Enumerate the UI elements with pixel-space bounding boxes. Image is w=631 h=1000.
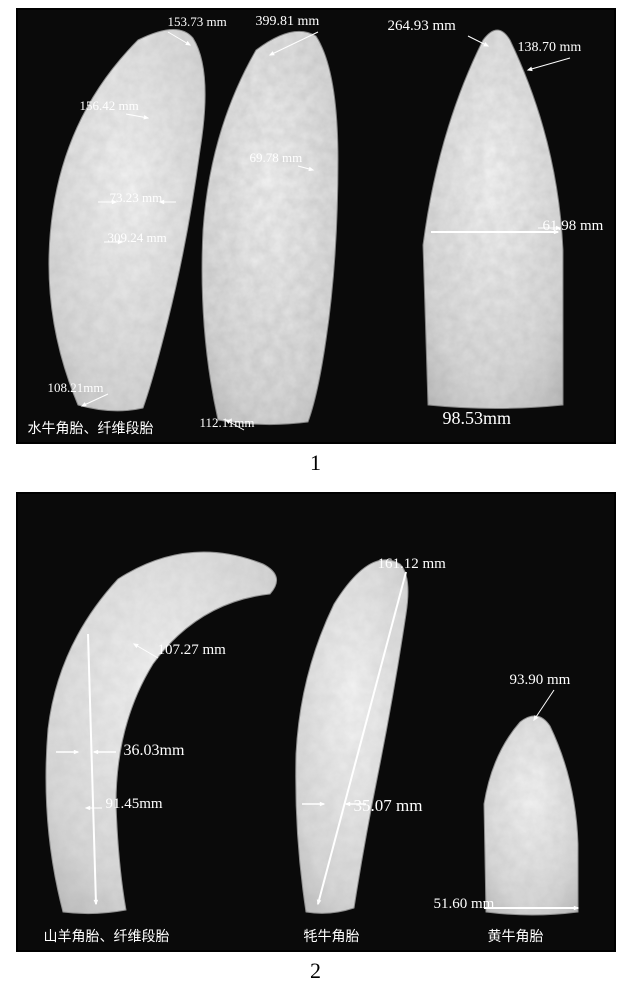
measurement-label: 36.03mm [124,742,185,760]
yak-horn-texture [295,560,407,914]
measurement-label: 112.11mm [200,415,255,431]
figure-2-number: 2 [310,958,321,984]
measurement-label: 107.27 mm [158,642,226,659]
buffalo-horn-left-texture [48,29,204,410]
panel-2-caption: 黄牛角胎 [488,926,544,946]
xray-panel-2: 161.12 mm 107.27 mm 93.90 mm 36.03mm 35.07 m… [16,492,616,952]
measurement-label: 93.90 mm [510,672,571,689]
measurement-label: 69.78 mm [250,150,303,166]
figure-1-number: 1 [310,450,321,476]
cattle-horn-texture [484,716,578,915]
measurement-label: 51.60 mm [434,896,495,913]
panel-1-svg [18,10,616,444]
measurement-label: 35.07 mm [354,796,423,816]
measurement-label: 156.42 mm [80,98,139,114]
measurement-label: 61.98 mm [543,218,604,235]
measurement-label: 153.73 mm [168,14,227,30]
buffalo-horn-middle-texture [202,31,338,424]
measurement-label: 91.45mm [106,796,163,813]
xray-panel-1: 153.73 mm 399.81 mm 264.93 mm 138.70 mm 156.… [16,8,616,444]
measurement-label: 264.93 mm [388,18,456,35]
goat-horn-texture [45,552,276,914]
panel-2-svg [18,494,616,952]
measurement-arrow [528,58,570,70]
measurement-label: 73.23 mm [110,190,163,206]
measurement-label: 399.81 mm [256,14,320,30]
panel-2-caption: 山羊角胎、纤维段胎 [44,926,170,946]
measurement-label: 98.53mm [443,408,512,429]
measurement-label: 108.21mm [48,380,104,396]
panel-1-caption: 水牛角胎、纤维段胎 [28,418,154,434]
measurement-label: 138.70 mm [518,40,582,56]
buffalo-horn-right-texture [423,30,563,409]
panel-2-caption: 牦牛角胎 [304,926,360,946]
measurement-label: 161.12 mm [378,556,446,573]
measurement-label: 309.24 mm [108,230,167,246]
measurement-arrow [534,690,554,720]
